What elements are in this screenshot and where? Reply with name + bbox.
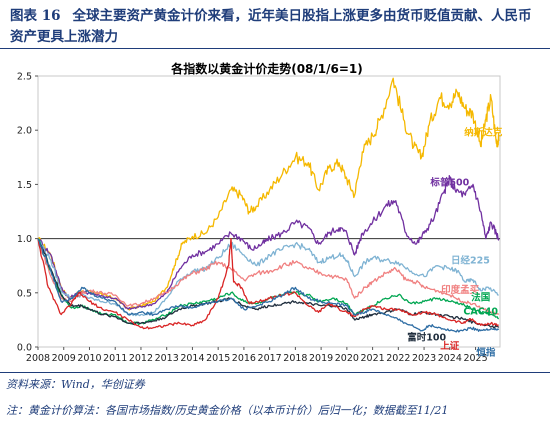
x-tick-label: 2015	[206, 353, 230, 364]
series-line-5	[37, 238, 500, 326]
series-line-7	[37, 237, 499, 330]
series-line-4	[37, 238, 500, 316]
series-line-3	[37, 238, 499, 317]
x-tick-label: 2016	[232, 353, 256, 364]
y-tick-label: 2.5	[17, 72, 32, 83]
source-divider	[0, 372, 550, 373]
series-label-8: 上证	[440, 340, 460, 352]
series-label-9: 恒指	[476, 347, 496, 359]
y-tick-label: 0.5	[17, 288, 32, 299]
series-label-3: 日经225	[451, 255, 490, 267]
y-tick-label: 1.5	[17, 180, 32, 191]
series-label-5: 法国	[471, 291, 490, 303]
x-tick-label: 2010	[77, 353, 101, 364]
caption-divider	[0, 48, 550, 49]
figure-caption: 图表 16 全球主要资产黄金计价来看，近年美日股指上涨更多由货币贬值贡献、人民币资…	[10, 6, 542, 48]
x-tick-label: 2019	[309, 353, 333, 364]
x-tick-label: 2023	[412, 353, 436, 364]
figure-caption-text: 全球主要资产黄金计价来看，近年美日股指上涨更多由货币贬值贡献、人民币资产更具上涨…	[10, 8, 532, 45]
figure-number: 图表 16	[10, 8, 61, 24]
series-label-4: 印度孟买	[441, 284, 480, 296]
x-tick-label: 2014	[180, 353, 204, 364]
series-line-2	[37, 174, 500, 310]
series-line-1	[37, 77, 500, 311]
gold-priced-index-chart: 各指数以黄金计价走势(08/1/6=1) 0.0 0.5 1.0 1.5 2.0 2.5 2…	[17, 61, 503, 365]
x-tick-label: 2021	[361, 353, 385, 364]
x-tick-label: 2018	[283, 353, 307, 364]
series-label-7: 富时100	[407, 331, 446, 343]
x-tick-label: 2022	[386, 353, 410, 364]
source-note: 资料来源：Wind，华创证券	[6, 378, 145, 391]
chart-title: 各指数以黄金计价走势(08/1/6=1)	[170, 61, 363, 76]
x-tick-label: 2020	[335, 353, 359, 364]
x-tick-label: 2025	[463, 353, 487, 364]
plot-frame	[37, 75, 501, 348]
y-tick-label: 2.0	[17, 126, 32, 137]
y-tick-label: 0.0	[17, 343, 32, 354]
series-label-2: 标普500	[429, 176, 469, 188]
x-tick-label: 2008	[26, 353, 50, 364]
series-line-8	[37, 238, 500, 333]
series-line-6	[37, 238, 500, 329]
y-tick-label: 1.0	[17, 234, 32, 245]
method-note: 注：黄金计价算法：各国市场指数/历史黄金价格（以本币计价）后归一化；数据截至11…	[6, 404, 449, 417]
series-label-6: CAC40	[463, 306, 498, 317]
x-tick-label: 2011	[103, 353, 127, 364]
x-tick-label: 2009	[52, 353, 76, 364]
x-tick-label: 2024	[438, 353, 462, 364]
series-label-1: 纳斯达克	[464, 127, 503, 139]
x-tick-label: 2013	[155, 353, 179, 364]
x-tick-label: 2017	[258, 353, 282, 364]
x-tick-label: 2012	[129, 353, 153, 364]
